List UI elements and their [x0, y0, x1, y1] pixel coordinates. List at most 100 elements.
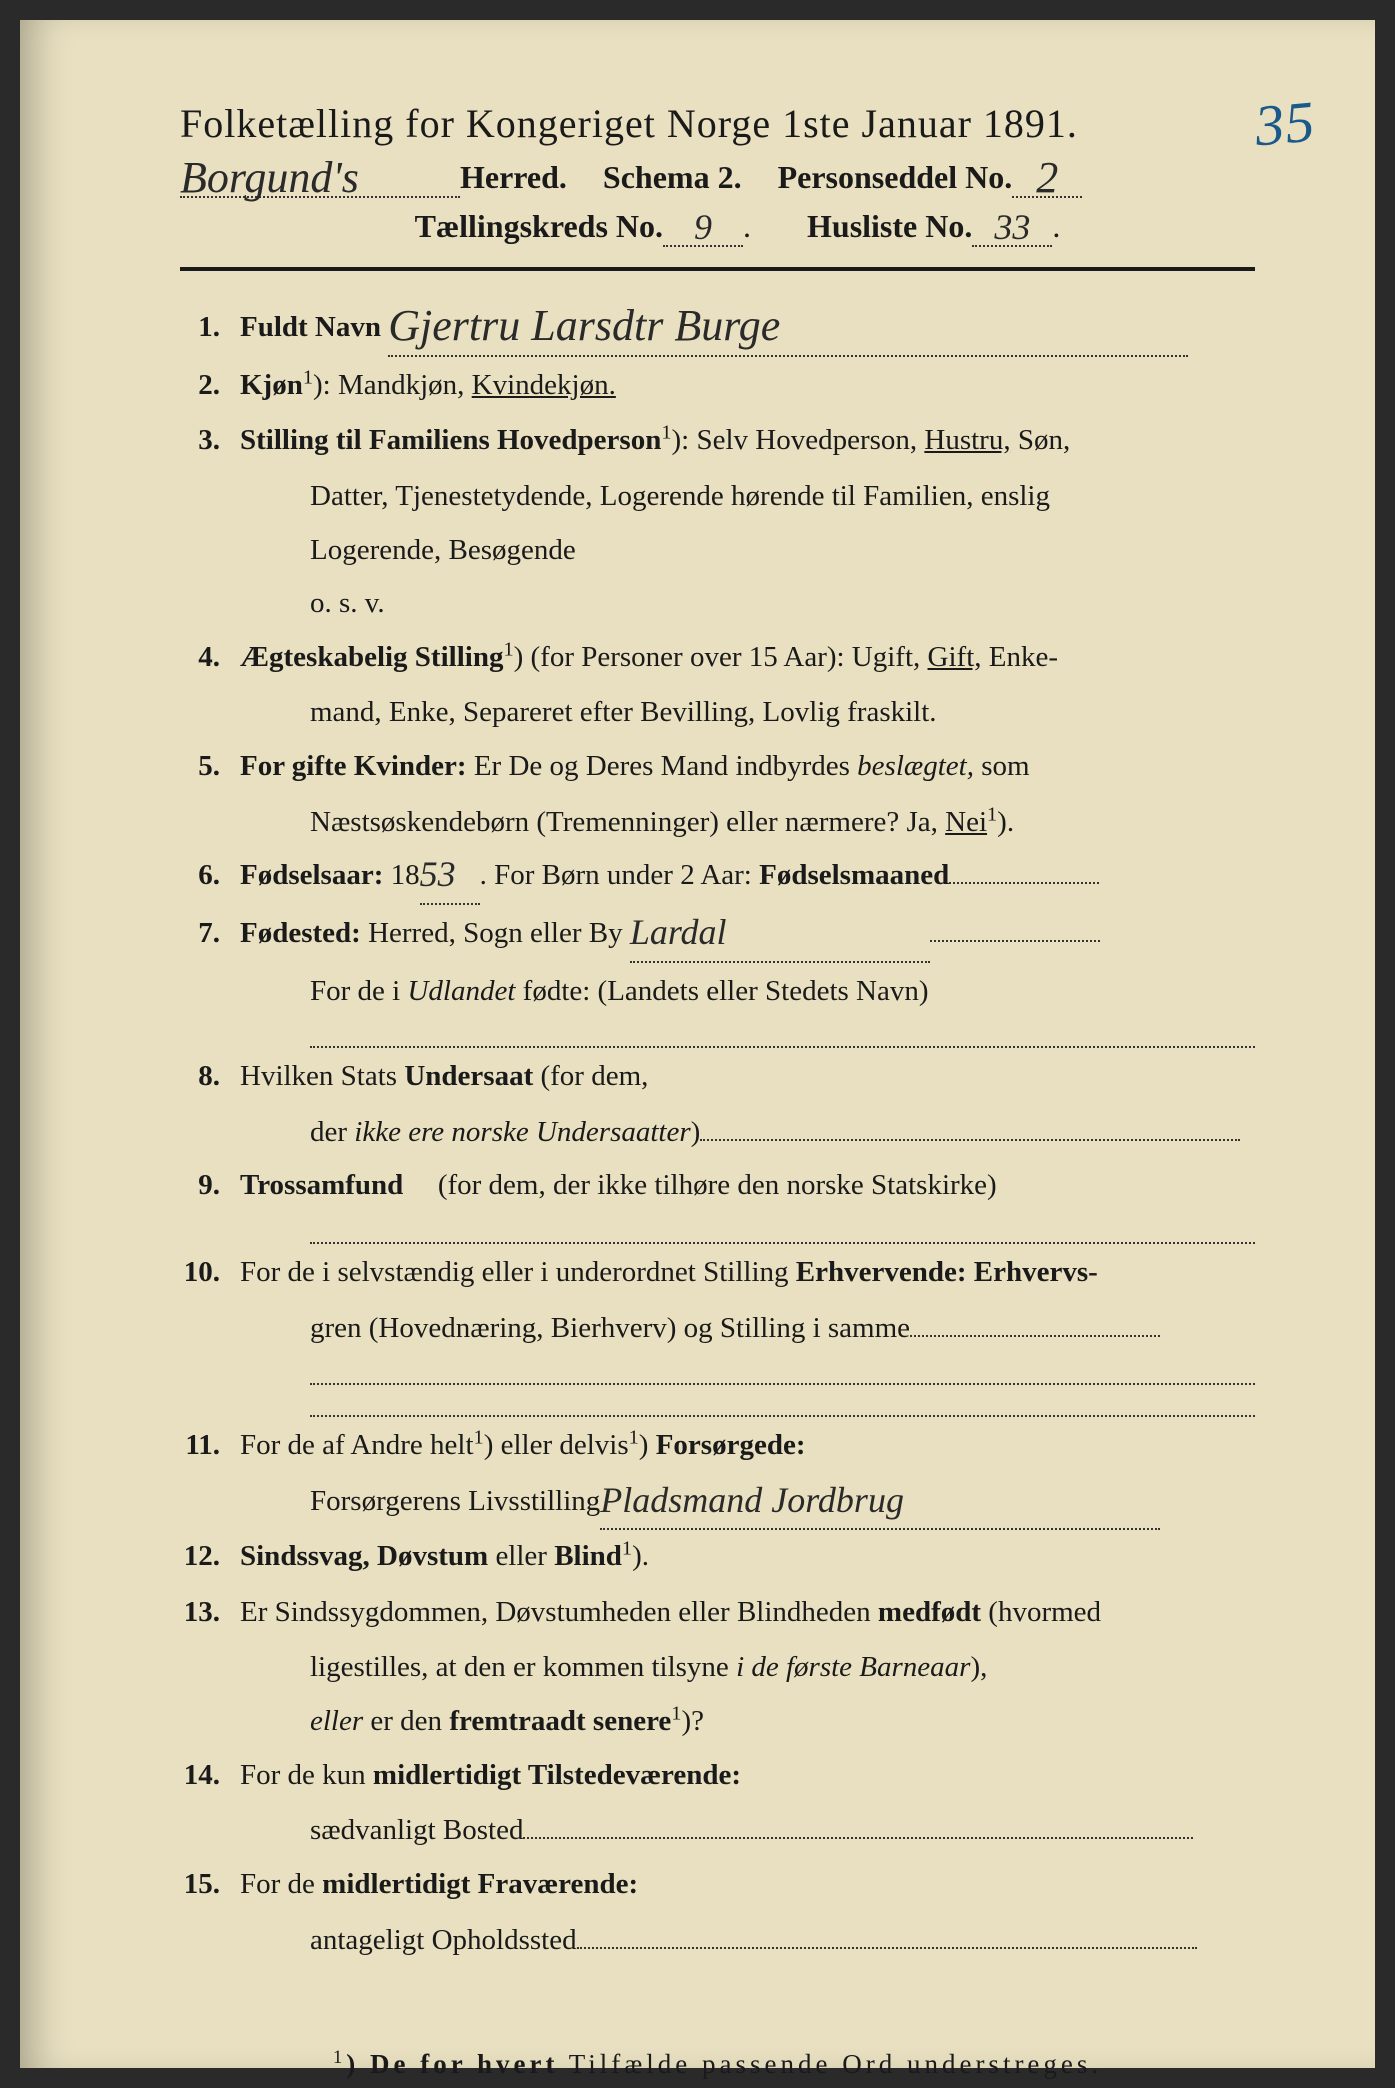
item-3-cont2: Logerende, Besøgende	[180, 524, 1255, 578]
item-2: 2. Kjøn1): Mandkjøn, Kvindekjøn.	[180, 359, 1255, 413]
footnote: 1) De for hvert Tilfælde passende Ord un…	[180, 2047, 1255, 2080]
item-13-cont1: ligestilles, at den er kommen tilsyne i …	[180, 1641, 1255, 1695]
item-num-9: 9.	[180, 1159, 240, 1213]
item-13-cont1-a: ligestilles, at den er kommen tilsyne	[310, 1651, 729, 1683]
item-1: 1. Fuldt Navn Gjertru Larsdtr Burge	[180, 301, 1255, 357]
title-text: Folketælling for Kongeriget Norge 1ste J…	[180, 101, 1078, 146]
item-num-2: 2.	[180, 359, 240, 413]
item-14-cont1-text: sædvanligt Bosted	[310, 1814, 523, 1846]
item-7-cont1-b: fødte: (Landets eller Stedets Navn)	[523, 975, 929, 1007]
item-15-cont1-text: antageligt Opholdssted	[310, 1924, 577, 1956]
item-5-cont1-b: ).	[997, 806, 1014, 838]
item-5-label: For gifte Kvinder:	[240, 750, 467, 782]
herred-label: Herred.	[460, 159, 567, 195]
schema-label: Schema 2.	[603, 159, 742, 195]
item-3-cont3: o. s. v.	[180, 577, 1255, 631]
item-12-label: Sindssvag, Døvstum	[240, 1540, 488, 1572]
husliste-label: Husliste No.	[807, 208, 972, 244]
item-3: 3. Stilling til Familiens Hovedperson1):…	[180, 414, 1255, 468]
item-5: 5. For gifte Kvinder: Er De og Deres Man…	[180, 740, 1255, 794]
item-13-cont1-b: ),	[970, 1651, 987, 1683]
item-15: 15. For de midlertidigt Fraværende:	[180, 1858, 1255, 1912]
item-5-italic-a: beslægtet,	[857, 750, 974, 782]
form-title: Folketælling for Kongeriget Norge 1ste J…	[180, 100, 1255, 147]
item-10-cont1-text: gren (Hovednæring, Bierhverv) og Stillin…	[310, 1312, 910, 1344]
item-num-10: 10.	[180, 1246, 240, 1300]
item-13-text-b: (hvormed	[988, 1596, 1101, 1628]
item-15-text-a: For de	[240, 1868, 315, 1900]
item-num-7: 7.	[180, 907, 240, 963]
item-10-label-a: Erhvervende:	[796, 1256, 967, 1288]
item-6-label-b: Fødselsmaaned	[759, 859, 949, 891]
item-1-value: Gjertru Larsdtr Burge	[388, 301, 780, 350]
item-4-underlined: Gift,	[928, 641, 982, 673]
item-4-text-b: Enke-	[989, 641, 1058, 673]
item-3-label: Stilling til Familiens Hovedperson	[240, 424, 661, 456]
item-14: 14. For de kun midlertidigt Tilstedevære…	[180, 1749, 1255, 1803]
item-12-text-a: eller	[495, 1540, 547, 1572]
item-10: 10. For de i selvstændig eller i underor…	[180, 1246, 1255, 1300]
taellingskreds-label: Tællingskreds No.	[415, 208, 663, 244]
item-15-label: midlertidigt Fraværende:	[322, 1868, 638, 1900]
item-10-text-a: For de i selvstændig eller i underordnet…	[240, 1256, 789, 1288]
item-9: 9. Trossamfund (for dem, der ikke tilhør…	[180, 1159, 1255, 1213]
item-11-cont1-text: Forsørgerens Livsstilling	[310, 1485, 600, 1517]
item-3-text-b: Søn,	[1018, 424, 1070, 456]
footnote-sup: 1	[333, 2047, 346, 2068]
personseddel-label: Personseddel No.	[778, 159, 1013, 195]
item-8: 8. Hvilken Stats Undersaat (for dem,	[180, 1050, 1255, 1104]
item-11-text-b: ) eller delvis	[484, 1429, 629, 1461]
taellingskreds-value: 9	[694, 207, 712, 247]
item-num-12: 12.	[180, 1530, 240, 1584]
item-8-cont1: der ikke ere norske Undersaatter)	[180, 1106, 1255, 1160]
item-11-sup1: 1	[474, 1426, 484, 1448]
item-12-text-b: ).	[632, 1540, 649, 1572]
item-12-sup: 1	[622, 1538, 632, 1560]
item-5-cont1: Næstsøskendebørn (Tremenninger) eller næ…	[180, 796, 1255, 850]
item-6: 6. Fødselsaar: 1853. For Børn under 2 Aa…	[180, 849, 1255, 905]
item-num-6: 6.	[180, 849, 240, 905]
item-3-cont1: Datter, Tjenestetydende, Logerende høren…	[180, 470, 1255, 524]
item-10-label-b: Erhvervs-	[974, 1256, 1098, 1288]
footnote-text-a: ) De for hvert	[346, 2049, 558, 2079]
item-6-label: Fødselsaar:	[240, 859, 383, 891]
page-number-annotation: 35	[1252, 88, 1318, 160]
item-11-label: Forsørgede:	[656, 1429, 806, 1461]
item-11-sup2: 1	[629, 1426, 639, 1448]
item-2-underlined: Kvindekjøn.	[472, 369, 616, 401]
item-num-13: 13.	[180, 1586, 240, 1640]
item-7-text-a: Herred, Sogn eller By	[368, 917, 623, 949]
item-10-blank-line-2	[310, 1387, 1255, 1417]
item-11-cont1: Forsørgerens LivsstillingPladsmand Jordb…	[180, 1475, 1255, 1531]
item-8-cont1-italic: ikke ere norske Undersaatter	[354, 1116, 690, 1148]
item-num-15: 15.	[180, 1858, 240, 1912]
item-14-label: midlertidigt Tilstedeværende:	[373, 1759, 741, 1791]
item-5-text-b: som	[981, 750, 1029, 782]
item-9-text: (for dem, der ikke tilhøre den norske St…	[438, 1169, 997, 1201]
item-7-cont1: For de i Udlandet fødte: (Landets eller …	[180, 965, 1255, 1019]
item-5-cont1-underlined: Nei	[945, 806, 987, 838]
item-7-cont1-a: For de i	[310, 975, 400, 1007]
item-8-cont1-b: )	[691, 1116, 701, 1148]
item-13-cont2-sup: 1	[671, 1702, 681, 1724]
item-6-value: 53	[420, 854, 456, 894]
herred-line: Borgund'sHerred. Schema 2. Personseddel …	[180, 159, 1255, 198]
item-14-cont1: sædvanligt Bosted	[180, 1804, 1255, 1858]
item-3-sup: 1	[661, 422, 671, 444]
item-13-cont1-italic: i de første Barneaar	[736, 1651, 970, 1683]
item-13-cont2-bold: fremtraadt senere	[449, 1705, 671, 1737]
item-4-cont1: mand, Enke, Separeret efter Bevilling, L…	[180, 686, 1255, 740]
item-2-label-a: Kjøn	[240, 369, 303, 401]
item-4-text-a: ) (for Personer over 15 Aar): Ugift,	[514, 641, 921, 673]
item-4-label: Ægteskabelig Stilling	[240, 641, 503, 673]
item-num-8: 8.	[180, 1050, 240, 1104]
item-4-sup: 1	[503, 638, 513, 660]
item-11-text-c: )	[639, 1429, 649, 1461]
item-num-4: 4.	[180, 631, 240, 685]
item-7-label: Fødested:	[240, 917, 361, 949]
item-7-blank-line	[310, 1018, 1255, 1048]
item-11-value: Pladsmand Jordbrug	[600, 1480, 904, 1520]
item-14-text-a: For de kun	[240, 1759, 366, 1791]
item-num-11: 11.	[180, 1419, 240, 1473]
item-12-label-b: Blind	[554, 1540, 622, 1572]
